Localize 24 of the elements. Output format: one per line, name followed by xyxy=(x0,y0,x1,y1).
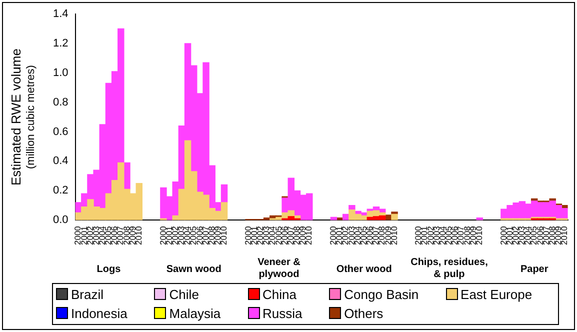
y-tick-label: 1.0 xyxy=(52,66,68,79)
legend-label: Malaysia xyxy=(168,305,222,323)
text: Veneer & plywood xyxy=(258,256,300,280)
legend-label: Brazil xyxy=(70,286,105,304)
text: Logs xyxy=(96,264,122,275)
legend-label: Congo Basin xyxy=(343,286,420,304)
y-axis-title: Estimated RWE volume (million cubic metres) xyxy=(8,48,38,186)
legend-label: Others xyxy=(343,305,384,323)
y-tick-label: 0.2 xyxy=(52,184,68,197)
y-tick-label: 0.0 xyxy=(52,214,68,226)
y-tick-label: 0.4 xyxy=(52,155,68,168)
y-tick-label: 1.2 xyxy=(52,37,68,50)
y-tick-label: 0.8 xyxy=(52,96,68,108)
legend-label: China xyxy=(262,286,298,304)
legend-label: Chile xyxy=(168,286,200,304)
y-tick-label: 1.4 xyxy=(52,8,68,20)
legend-label: Russia xyxy=(262,305,304,323)
y-tick-label: 0.6 xyxy=(52,126,68,138)
text: Other wood xyxy=(336,264,392,275)
text: Sawn wood xyxy=(166,264,222,275)
legend-label: Indonesia xyxy=(70,305,128,323)
text: Chips, residues, & pulp xyxy=(410,256,488,280)
legend-label: East Europe xyxy=(460,286,534,304)
text: Paper xyxy=(520,264,548,275)
